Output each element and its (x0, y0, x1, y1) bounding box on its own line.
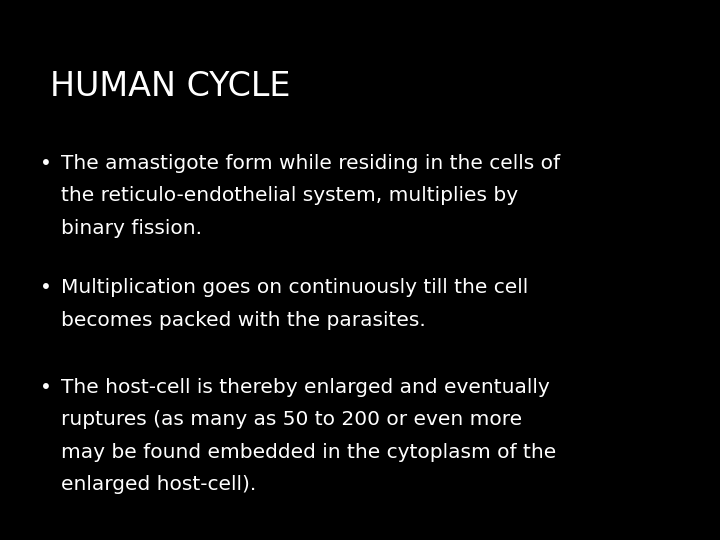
Text: binary fission.: binary fission. (61, 219, 202, 238)
Text: enlarged host-cell).: enlarged host-cell). (61, 475, 256, 494)
Text: ruptures (as many as 50 to 200 or even more: ruptures (as many as 50 to 200 or even m… (61, 410, 522, 429)
Text: may be found embedded in the cytoplasm of the: may be found embedded in the cytoplasm o… (61, 443, 557, 462)
Text: •: • (40, 278, 51, 297)
Text: The host-cell is thereby enlarged and eventually: The host-cell is thereby enlarged and ev… (61, 378, 550, 397)
Text: becomes packed with the parasites.: becomes packed with the parasites. (61, 310, 426, 329)
Text: •: • (40, 154, 51, 173)
Text: HUMAN CYCLE: HUMAN CYCLE (50, 70, 291, 103)
Text: •: • (40, 378, 51, 397)
Text: The amastigote form while residing in the cells of: The amastigote form while residing in th… (61, 154, 560, 173)
Text: Multiplication goes on continuously till the cell: Multiplication goes on continuously till… (61, 278, 528, 297)
Text: the reticulo-endothelial system, multiplies by: the reticulo-endothelial system, multipl… (61, 186, 518, 205)
